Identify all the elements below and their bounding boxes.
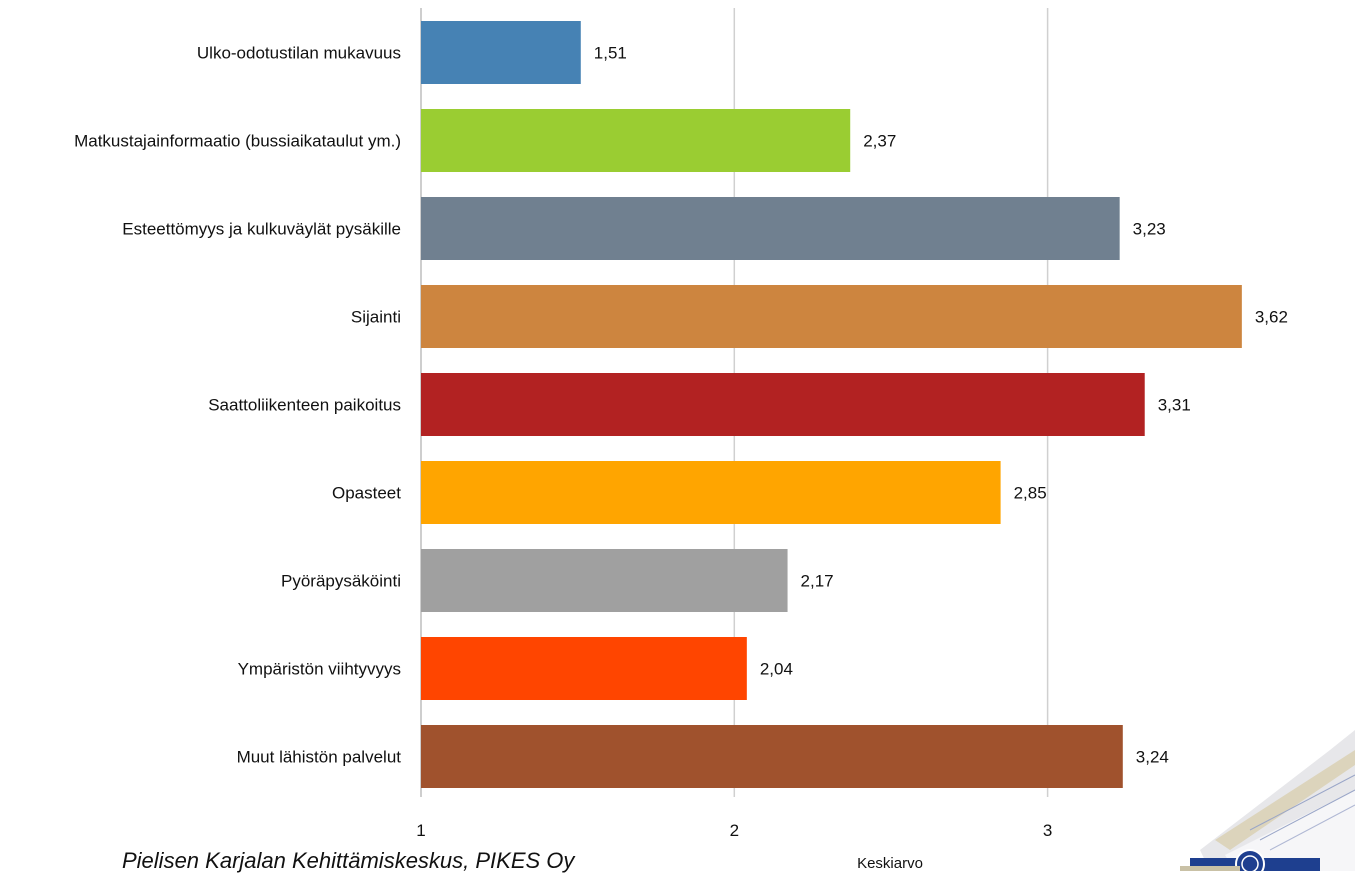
value-label: 2,04 — [760, 660, 793, 679]
value-label: 2,37 — [863, 132, 896, 151]
value-label: 2,85 — [1014, 484, 1047, 503]
bars — [421, 21, 1242, 788]
bar — [421, 461, 1001, 524]
category-label: Muut lähistön palvelut — [237, 748, 402, 767]
value-label: 3,24 — [1136, 748, 1169, 767]
x-tick-label: 1 — [416, 821, 425, 840]
bar — [421, 21, 581, 84]
bar — [421, 549, 788, 612]
category-label: Esteettömyys ja kulkuväylät pysäkille — [122, 220, 401, 239]
brochure-photo-icon — [1180, 730, 1355, 871]
value-label: 3,62 — [1255, 308, 1288, 327]
bar — [421, 725, 1123, 788]
footer-credit: Pielisen Karjalan Kehittämiskeskus, PIKE… — [122, 848, 575, 873]
bar — [421, 373, 1145, 436]
value-label: 3,31 — [1158, 396, 1191, 415]
value-label: 1,51 — [594, 44, 627, 63]
category-labels: Ulko-odotustilan mukavuus Matkustajainfor… — [74, 44, 401, 767]
x-tick-labels: 1 2 3 — [416, 821, 1052, 840]
bar — [421, 197, 1120, 260]
bar — [421, 637, 747, 700]
category-label: Opasteet — [332, 484, 401, 503]
category-label: Pyöräpysäköinti — [281, 572, 401, 591]
bar — [421, 285, 1242, 348]
x-tick-label: 3 — [1043, 821, 1052, 840]
bar — [421, 109, 851, 172]
x-tick-label: 2 — [730, 821, 739, 840]
category-label: Ulko-odotustilan mukavuus — [197, 44, 401, 63]
category-label: Saattoliikenteen paikoitus — [208, 396, 401, 415]
category-label: Sijainti — [351, 308, 401, 327]
category-label: Ympäristön viihtyvyys — [238, 660, 401, 679]
value-label: 2,17 — [801, 572, 834, 591]
value-label: 3,23 — [1133, 220, 1166, 239]
category-label: Matkustajainformaatio (bussiaikataulut y… — [74, 132, 401, 151]
value-labels: 1,51 2,37 3,23 3,62 3,31 2,85 2,17 2,04 3,24 — [594, 44, 1288, 767]
x-axis-title: Keskiarvo — [857, 855, 923, 871]
